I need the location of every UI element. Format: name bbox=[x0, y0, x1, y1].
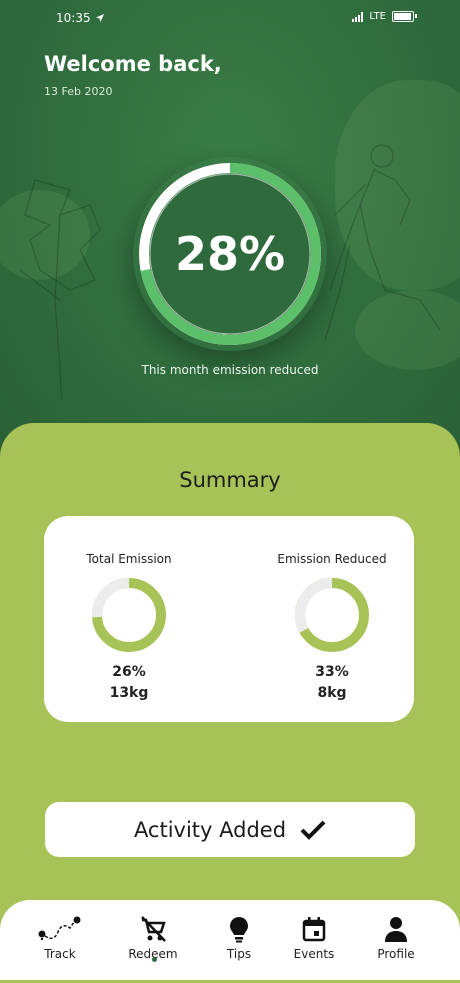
person-icon bbox=[385, 917, 407, 942]
total-emission-ring bbox=[92, 578, 166, 652]
status-time-text: 10:35 bbox=[56, 11, 91, 25]
nav-label: Tips bbox=[226, 947, 252, 961]
lightbulb-icon bbox=[230, 917, 248, 943]
nav-item-redeem[interactable]: Redeem bbox=[113, 914, 193, 961]
welcome-heading: Welcome back, bbox=[44, 52, 222, 76]
nav-label: Redeem bbox=[128, 947, 178, 961]
nav-label: Profile bbox=[377, 947, 415, 961]
calendar-icon bbox=[302, 917, 326, 942]
background-illustration bbox=[19, 144, 441, 401]
nav-item-track[interactable]: Track bbox=[20, 914, 100, 961]
metric-amount: 13kg bbox=[109, 685, 149, 701]
emission-reduced-ring bbox=[295, 578, 369, 652]
decorative-blob bbox=[0, 190, 90, 280]
emission-caption: This month emission reduced bbox=[141, 363, 319, 377]
nav-label: Events bbox=[293, 947, 335, 961]
checkmark-icon bbox=[300, 820, 326, 840]
location-arrow-icon bbox=[95, 14, 104, 22]
nav-item-events[interactable]: Events bbox=[274, 914, 354, 961]
metric-amount: 8kg bbox=[317, 685, 347, 701]
status-time: 10:35 bbox=[56, 11, 105, 25]
bottom-navigation: Track Redeem Tips Events bbox=[0, 900, 460, 980]
nav-item-profile[interactable]: Profile bbox=[356, 914, 436, 961]
header-section: 10:35 LTE Welcome back, 13 Feb 2020 28% … bbox=[0, 0, 460, 460]
metric-percent: 26% bbox=[112, 664, 146, 680]
cart-off-icon bbox=[141, 916, 166, 942]
network-label: LTE bbox=[369, 11, 386, 22]
nav-label: Track bbox=[44, 947, 76, 961]
emission-progress-ring: 28% bbox=[133, 157, 327, 351]
route-icon bbox=[38, 916, 81, 940]
current-date: 13 Feb 2020 bbox=[44, 85, 113, 98]
emission-ring-graphic bbox=[139, 163, 321, 345]
metric-label: Emission Reduced bbox=[277, 552, 387, 566]
summary-title: Summary bbox=[179, 468, 281, 492]
summary-card: Total Emission 26% 13kg Emission Reduced… bbox=[44, 516, 414, 722]
activity-added-button[interactable]: Activity Added bbox=[45, 802, 415, 857]
metric-percent: 33% bbox=[315, 664, 349, 680]
decorative-blob bbox=[355, 290, 460, 370]
emission-percent: 28% bbox=[174, 227, 286, 281]
decorative-blob bbox=[335, 80, 460, 290]
battery-icon bbox=[392, 11, 417, 22]
status-indicators: LTE bbox=[352, 11, 417, 22]
metric-label: Total Emission bbox=[86, 552, 172, 566]
active-nav-indicator bbox=[152, 957, 157, 962]
signal-icon bbox=[352, 11, 364, 22]
status-bar: 10:35 LTE bbox=[0, 0, 460, 36]
activity-added-label: Activity Added bbox=[133, 817, 287, 842]
nav-item-tips[interactable]: Tips bbox=[199, 914, 279, 961]
